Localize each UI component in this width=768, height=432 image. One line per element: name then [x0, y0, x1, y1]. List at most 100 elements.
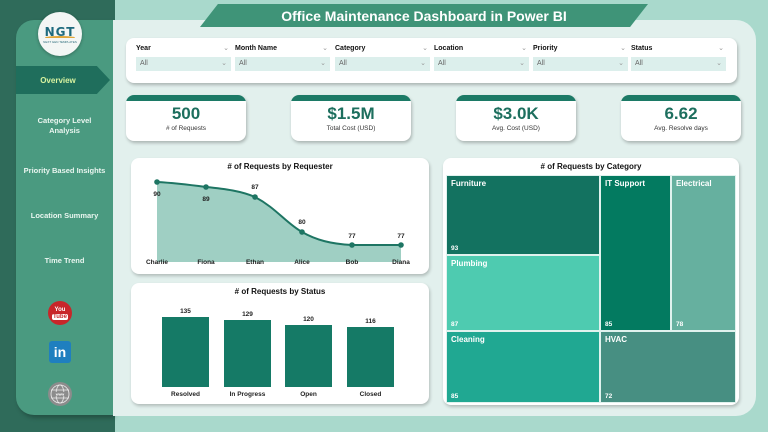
- x-tick-label: Charlie: [146, 259, 168, 266]
- chevron-down-icon: ⌄: [420, 60, 426, 67]
- area-chart-plot: 90 89 87 80 77 77 Charlie Fiona Ethan Al…: [146, 179, 410, 266]
- filter-label: Month Name: [235, 45, 277, 52]
- chevron-down-icon: ⌄: [519, 60, 525, 67]
- chart-title: # of Requests by Status: [234, 287, 326, 296]
- globe-icon[interactable]: www: [48, 382, 72, 406]
- chevron-down-icon[interactable]: ⌄: [223, 45, 229, 52]
- bar-in-progress[interactable]: [224, 320, 271, 387]
- treemap-cell-cleaning[interactable]: Cleaning 85: [446, 331, 600, 403]
- x-tick-label: Diana: [392, 259, 410, 266]
- x-tick-label: Open: [300, 391, 317, 398]
- bar-open[interactable]: [285, 325, 332, 387]
- kpi-value: $1.5M: [327, 104, 375, 123]
- filter-label: Year: [136, 45, 151, 52]
- data-label: 129: [242, 311, 253, 318]
- data-point[interactable]: [203, 184, 209, 190]
- data-label: 77: [348, 233, 356, 240]
- requests-by-status-chart[interactable]: # of Requests by Status 135 129 120 116 …: [131, 283, 429, 404]
- data-label: 90: [153, 191, 161, 198]
- sidebar-item-label: Priority Based Insights: [23, 166, 106, 175]
- youtube-icon[interactable]: You Tube: [48, 301, 72, 325]
- linkedin-icon[interactable]: in: [49, 341, 71, 363]
- chevron-down-icon: ⌄: [320, 60, 326, 67]
- x-tick-label: Resolved: [171, 391, 200, 398]
- data-point[interactable]: [398, 242, 404, 248]
- sidebar-item-label: Time Trend: [44, 256, 85, 265]
- sidebar-item-priority-based-insights[interactable]: Priority Based Insights: [16, 166, 113, 176]
- chevron-down-icon: ⌄: [618, 60, 624, 67]
- data-point[interactable]: [252, 194, 258, 200]
- kpi-label: # of Requests: [165, 125, 207, 132]
- data-label: 135: [180, 308, 191, 315]
- chevron-down-icon[interactable]: ⌄: [322, 45, 328, 52]
- requests-by-category-treemap[interactable]: # of Requests by Category Furniture 93 P…: [443, 158, 739, 405]
- globe-glyph-icon: www: [50, 384, 70, 404]
- kpi-value: 500: [171, 104, 201, 123]
- sidebar-item-time-trend[interactable]: Time Trend: [16, 256, 113, 266]
- x-tick-label: In Progress: [230, 391, 266, 398]
- kpi-label: Total Cost (USD): [326, 125, 376, 132]
- sidebar-item-location-summary[interactable]: Location Summary: [16, 211, 113, 221]
- priority-select[interactable]: All ⌄: [533, 57, 628, 71]
- filter-year[interactable]: Year ⌄ All ⌄: [136, 43, 231, 71]
- requests-by-requester-chart[interactable]: # of Requests by Requester 90 89 87 80 7…: [131, 158, 429, 274]
- treemap-cell-hvac[interactable]: HVAC 72: [600, 331, 736, 403]
- filter-bar: Year ⌄ All ⌄ Month Name ⌄ All ⌄ Category ⌄ Al…: [126, 38, 737, 83]
- treemap-cell-electrical[interactable]: Electrical 78: [671, 175, 736, 331]
- filter-priority[interactable]: Priority ⌄ All ⌄: [533, 43, 628, 71]
- kpi-card-total-cost: $1.5M Total Cost (USD): [291, 95, 411, 141]
- page-title: Office Maintenance Dashboard in Power BI: [200, 4, 648, 27]
- data-label: 87: [251, 184, 259, 191]
- x-tick-label: Ethan: [246, 259, 264, 266]
- kpi-card-requests: 500 # of Requests: [126, 95, 246, 141]
- area-fill: [157, 182, 401, 262]
- sidebar-item-label: Category Level Analysis: [37, 116, 92, 135]
- treemap-cell-plumbing[interactable]: Plumbing 87: [446, 255, 600, 331]
- x-tick-label: Alice: [294, 259, 310, 266]
- kpi-card-avg-resolve-days: 6.62 Avg. Resolve days: [621, 95, 741, 141]
- sidebar-item-overview[interactable]: Overview: [16, 66, 110, 94]
- logo-swoosh-icon: [45, 35, 75, 39]
- data-point[interactable]: [349, 242, 355, 248]
- data-label: 120: [303, 316, 314, 323]
- data-label: 89: [202, 196, 210, 203]
- kpi-value: 6.62: [664, 104, 698, 123]
- treemap-cell-it-support[interactable]: IT Support 85: [600, 175, 671, 331]
- bar-resolved[interactable]: [162, 317, 209, 387]
- chevron-down-icon[interactable]: ⌄: [521, 45, 527, 52]
- logo-subtext: NEXT GEN TEMPLATES: [43, 39, 77, 44]
- month-name-select[interactable]: All ⌄: [235, 57, 330, 71]
- x-tick-label: Closed: [360, 391, 382, 398]
- status-select[interactable]: All ⌄: [631, 57, 726, 71]
- filter-label: Status: [631, 45, 653, 52]
- category-select[interactable]: All ⌄: [335, 57, 430, 71]
- location-select[interactable]: All ⌄: [434, 57, 529, 71]
- ngt-logo[interactable]: NGT NEXT GEN TEMPLATES: [38, 12, 82, 56]
- chevron-down-icon[interactable]: ⌄: [422, 45, 428, 52]
- data-label: 77: [397, 233, 405, 240]
- filter-month-name[interactable]: Month Name ⌄ All ⌄: [235, 43, 330, 71]
- chevron-down-icon: ⌄: [221, 60, 227, 67]
- sidebar-item-category-level-analysis[interactable]: Category Level Analysis: [16, 116, 113, 136]
- treemap-cell-furniture[interactable]: Furniture 93: [446, 175, 600, 255]
- filter-label: Category: [335, 45, 366, 52]
- chevron-down-icon[interactable]: ⌄: [620, 45, 626, 52]
- data-point[interactable]: [299, 229, 305, 235]
- filter-label: Location: [434, 45, 464, 52]
- kpi-label: Avg. Cost (USD): [492, 125, 540, 132]
- year-select[interactable]: All ⌄: [136, 57, 231, 71]
- svg-text:www: www: [55, 392, 65, 396]
- filter-location[interactable]: Location ⌄ All ⌄: [434, 43, 529, 71]
- chart-title: # of Requests by Category: [540, 162, 642, 171]
- x-tick-label: Bob: [346, 259, 359, 266]
- sidebar-item-label: Overview: [40, 75, 76, 85]
- bar-chart-plot: 135 129 120 116 Resolved In Progress Ope…: [162, 308, 394, 398]
- chevron-down-icon[interactable]: ⌄: [718, 45, 724, 52]
- data-label: 80: [298, 219, 306, 226]
- filter-category[interactable]: Category ⌄ All ⌄: [335, 43, 430, 71]
- filter-status[interactable]: Status ⌄ All ⌄: [631, 43, 726, 71]
- chevron-down-icon: ⌄: [716, 60, 722, 67]
- bar-closed[interactable]: [347, 327, 394, 387]
- chart-title: # of Requests by Requester: [227, 162, 333, 171]
- data-point[interactable]: [154, 179, 160, 185]
